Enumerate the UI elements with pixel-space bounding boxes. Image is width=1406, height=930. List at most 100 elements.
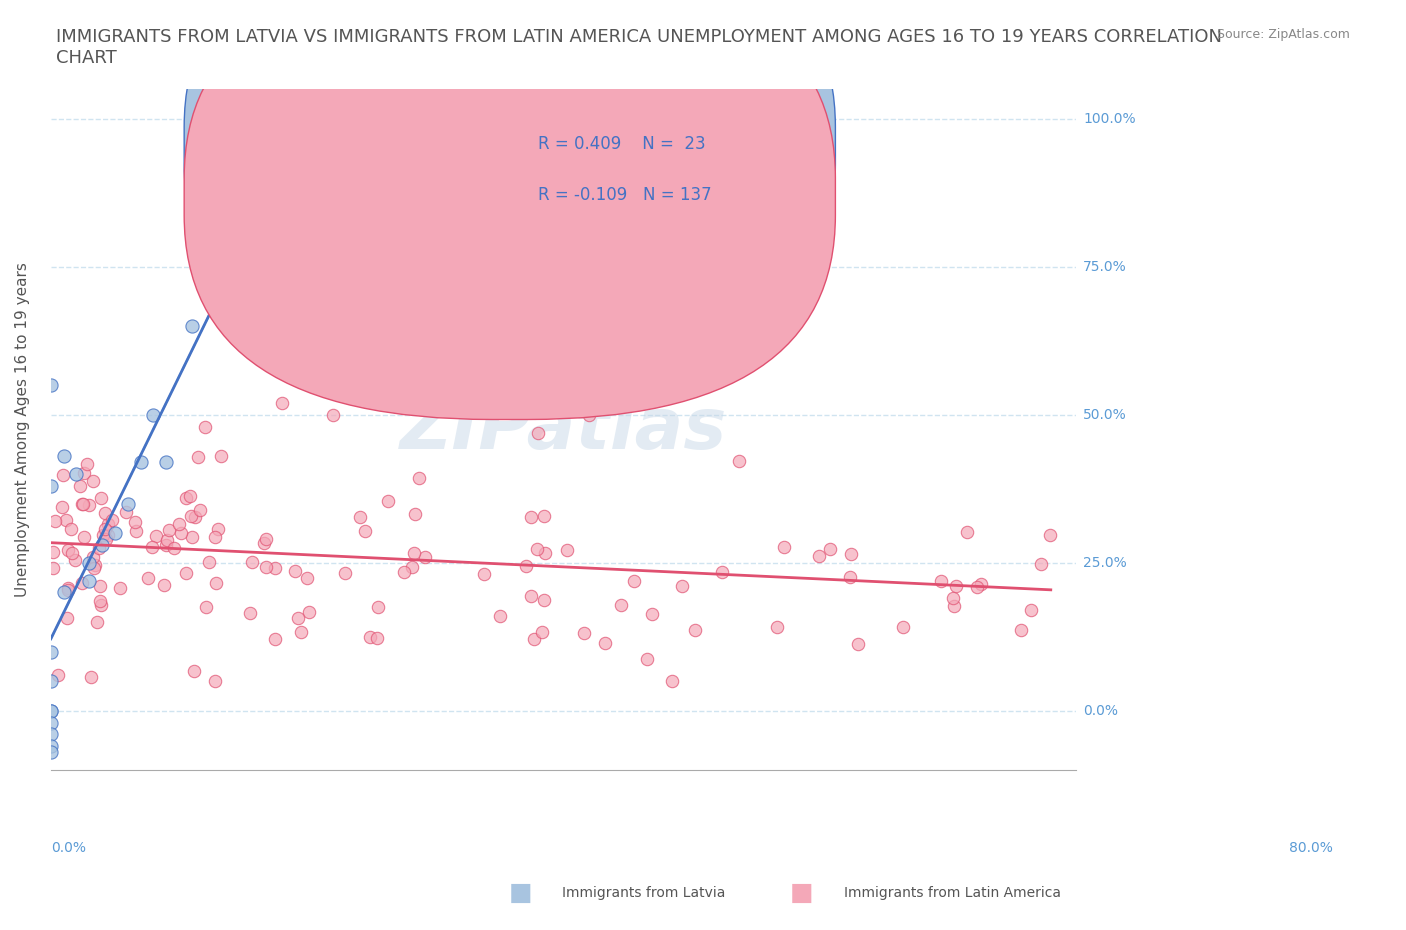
Point	[117, 497, 139, 512]
Point	[891, 619, 914, 634]
Point	[284, 563, 307, 578]
Point	[359, 630, 381, 644]
Point	[184, 510, 207, 525]
Point	[39, 715, 62, 730]
Point	[79, 555, 101, 570]
Point	[93, 522, 115, 537]
Point	[1019, 603, 1042, 618]
Point	[404, 507, 426, 522]
Point	[83, 561, 105, 576]
Point	[52, 468, 75, 483]
Point	[198, 555, 221, 570]
Point	[89, 578, 111, 593]
Text: R = 0.409    N =  23: R = 0.409 N = 23	[538, 135, 706, 153]
Point	[204, 576, 226, 591]
Point	[51, 499, 73, 514]
Point	[145, 528, 167, 543]
Point	[683, 622, 706, 637]
Point	[194, 599, 217, 614]
Point	[253, 535, 276, 550]
Point	[1010, 623, 1032, 638]
Point	[91, 527, 114, 542]
Point	[97, 517, 120, 532]
Text: 25.0%: 25.0%	[1084, 556, 1128, 570]
Point	[623, 574, 645, 589]
Point	[56, 611, 79, 626]
Text: ■: ■	[509, 881, 531, 905]
Point	[77, 498, 100, 512]
Point	[353, 524, 375, 538]
Point	[515, 559, 537, 574]
Point	[100, 512, 122, 527]
Point	[322, 407, 344, 422]
Point	[84, 557, 107, 572]
Point	[264, 631, 287, 646]
Point	[44, 514, 66, 529]
Text: 0.0%: 0.0%	[51, 842, 86, 856]
Point	[39, 739, 62, 754]
Point	[661, 674, 683, 689]
Point	[52, 449, 75, 464]
Point	[846, 636, 869, 651]
Point	[367, 599, 389, 614]
Point	[839, 546, 862, 561]
Point	[94, 505, 117, 520]
Point	[46, 668, 69, 683]
Point	[180, 319, 202, 334]
Point	[39, 674, 62, 689]
Point	[55, 512, 77, 527]
Point	[187, 450, 209, 465]
Point	[136, 570, 159, 585]
Point	[188, 503, 211, 518]
Y-axis label: Unemployment Among Ages 16 to 19 years: Unemployment Among Ages 16 to 19 years	[15, 262, 30, 597]
Point	[179, 489, 201, 504]
Point	[91, 538, 114, 552]
Text: R = -0.109   N = 137: R = -0.109 N = 137	[538, 186, 711, 204]
Point	[163, 540, 186, 555]
Point	[290, 624, 312, 639]
Point	[970, 577, 993, 591]
Point	[533, 592, 555, 607]
Point	[408, 471, 430, 485]
Point	[377, 494, 399, 509]
Point	[519, 589, 541, 604]
Point	[39, 378, 62, 392]
Point	[413, 550, 436, 565]
Text: ZIPatlas: ZIPatlas	[399, 395, 727, 464]
Point	[90, 491, 112, 506]
Point	[578, 407, 600, 422]
Point	[207, 522, 229, 537]
Point	[76, 457, 98, 472]
Point	[636, 651, 658, 666]
Point	[574, 626, 596, 641]
Point	[254, 559, 277, 574]
Point	[204, 529, 226, 544]
Point	[256, 532, 278, 547]
Text: 0.0%: 0.0%	[1084, 704, 1118, 718]
Point	[124, 524, 146, 538]
Point	[72, 497, 94, 512]
Point	[124, 514, 146, 529]
Point	[808, 549, 831, 564]
Point	[366, 631, 388, 645]
Point	[209, 449, 232, 464]
Point	[194, 419, 217, 434]
Point	[108, 580, 131, 595]
Point	[176, 491, 198, 506]
Point	[167, 517, 190, 532]
Point	[711, 565, 734, 579]
Point	[39, 703, 62, 718]
Point	[141, 539, 163, 554]
Point	[966, 579, 988, 594]
Point	[56, 542, 79, 557]
Point	[89, 597, 111, 612]
Point	[603, 395, 626, 410]
Point	[56, 583, 79, 598]
Point	[82, 474, 104, 489]
Point	[39, 727, 62, 742]
Point	[1029, 557, 1052, 572]
Point	[839, 569, 862, 584]
Point	[155, 455, 177, 470]
Point	[82, 550, 104, 565]
Point	[333, 565, 356, 580]
